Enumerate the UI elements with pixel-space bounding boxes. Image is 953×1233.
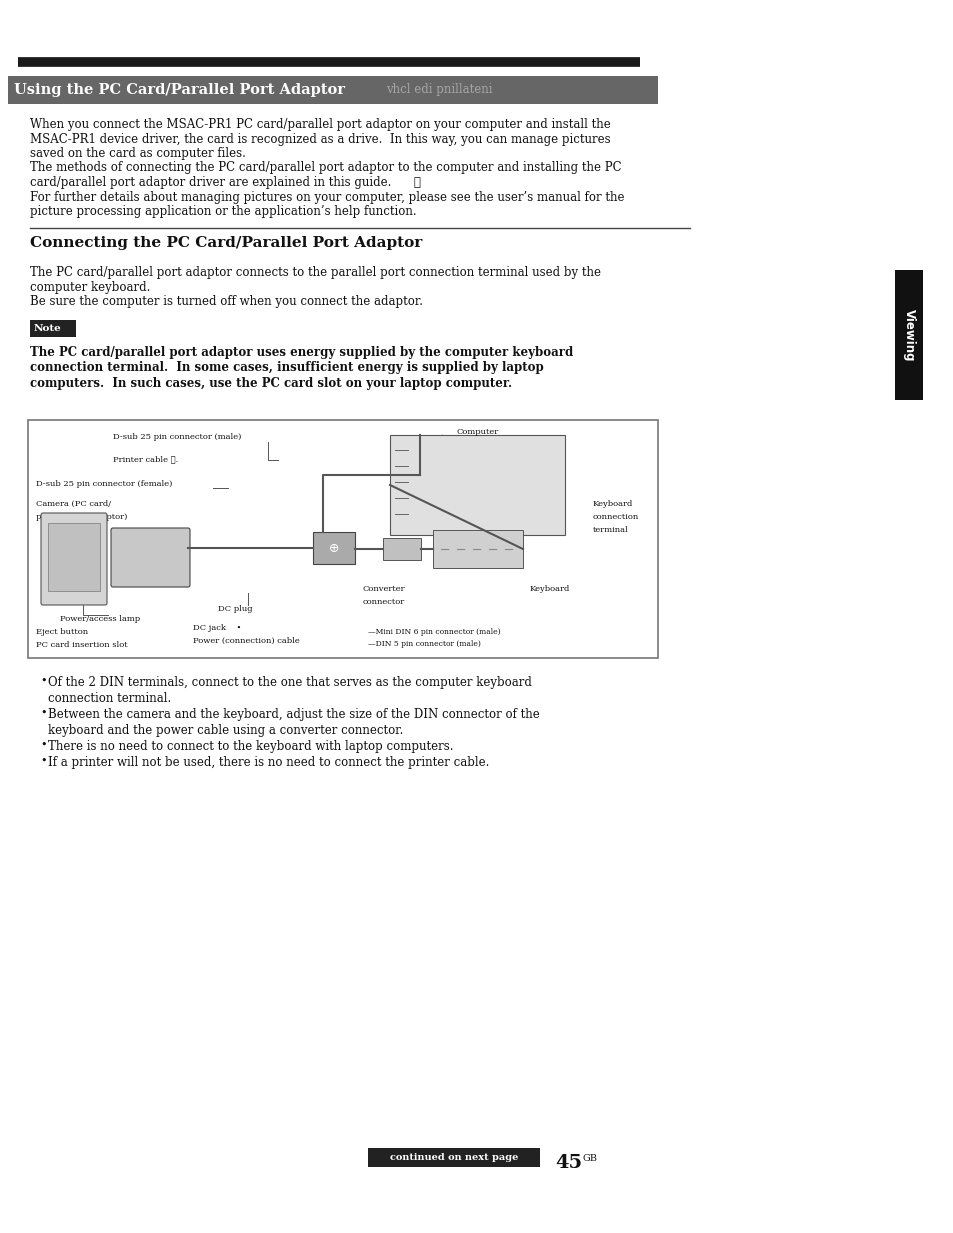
Text: D-sub 25 pin connector (female): D-sub 25 pin connector (female) (36, 480, 172, 488)
Text: Between the camera and the keyboard, adjust the size of the DIN connector of the: Between the camera and the keyboard, adj… (48, 708, 539, 721)
Bar (48, 523, 100, 591)
Text: —DIN 5 pin connector (male): —DIN 5 pin connector (male) (368, 640, 480, 649)
Text: Of the 2 DIN terminals, connect to the one that serves as the computer keyboard: Of the 2 DIN terminals, connect to the o… (48, 676, 532, 689)
Bar (433, 530, 522, 568)
Text: Camera (PC card/: Camera (PC card/ (36, 501, 111, 508)
Text: •: • (40, 756, 47, 766)
Text: Keyboard: Keyboard (593, 501, 633, 508)
Bar (382, 538, 420, 560)
Text: The PC card/parallel port adaptor connects to the parallel port connection termi: The PC card/parallel port adaptor connec… (30, 266, 600, 279)
Text: •: • (40, 740, 47, 750)
Text: keyboard and the power cable using a converter connector.: keyboard and the power cable using a con… (48, 724, 403, 737)
Text: vhcl edi pnillateni: vhcl edi pnillateni (386, 84, 492, 96)
Bar (313, 531, 355, 563)
Text: Using the PC Card/Parallel Port Adaptor: Using the PC Card/Parallel Port Adaptor (14, 83, 345, 97)
Text: continued on next page: continued on next page (390, 1153, 517, 1161)
Text: MSAC-PR1 device driver, the card is recognized as a drive.  In this way, you can: MSAC-PR1 device driver, the card is reco… (30, 132, 610, 145)
Text: Viewing: Viewing (902, 308, 915, 361)
Text: When you connect the MSAC-PR1 PC card/parallel port adaptor on your computer and: When you connect the MSAC-PR1 PC card/pa… (30, 118, 610, 131)
Text: connection terminal.: connection terminal. (48, 692, 172, 705)
Text: ⊕: ⊕ (329, 541, 339, 555)
Text: There is no need to connect to the keyboard with laptop computers.: There is no need to connect to the keybo… (48, 740, 453, 753)
Text: Computer: Computer (456, 428, 498, 436)
Text: Printer cable ℓ.: Printer cable ℓ. (112, 455, 178, 464)
Text: terminal: terminal (593, 526, 628, 534)
Text: GB: GB (582, 1154, 598, 1163)
Text: connection terminal.  In some cases, insufficient energy is supplied by laptop: connection terminal. In some cases, insu… (30, 361, 543, 375)
Text: Eject button: Eject button (36, 628, 88, 636)
Text: computers.  In such cases, use the PC card slot on your laptop computer.: computers. In such cases, use the PC car… (30, 377, 512, 390)
Text: The PC card/parallel port adaptor uses energy supplied by the computer keyboard: The PC card/parallel port adaptor uses e… (30, 346, 573, 359)
Text: —Mini DIN 6 pin connector (male): —Mini DIN 6 pin connector (male) (368, 628, 500, 636)
Bar (390, 435, 564, 535)
Bar (28, 420, 658, 658)
Text: D-sub 25 pin connector (male): D-sub 25 pin connector (male) (112, 433, 241, 441)
Text: If a printer will not be used, there is no need to connect the printer cable.: If a printer will not be used, there is … (48, 756, 489, 769)
Text: Power/access lamp: Power/access lamp (60, 615, 140, 623)
Text: DC jack    •: DC jack • (193, 624, 241, 633)
Text: saved on the card as computer files.: saved on the card as computer files. (30, 147, 246, 160)
Text: card/parallel port adaptor driver are explained in this guide.      ✓: card/parallel port adaptor driver are ex… (30, 176, 420, 189)
FancyBboxPatch shape (41, 513, 107, 605)
Bar (894, 270, 923, 399)
Text: •: • (40, 676, 47, 686)
Text: parallel port adaptor): parallel port adaptor) (36, 513, 128, 522)
Text: For further details about managing pictures on your computer, please see the use: For further details about managing pictu… (30, 191, 624, 203)
Text: Power (connection) cable: Power (connection) cable (193, 637, 299, 645)
Text: Connecting the PC Card/Parallel Port Adaptor: Connecting the PC Card/Parallel Port Ada… (30, 236, 422, 250)
Text: DC plug: DC plug (218, 605, 253, 613)
FancyBboxPatch shape (111, 528, 190, 587)
Text: Note: Note (34, 324, 62, 333)
Text: PC card insertion slot: PC card insertion slot (36, 641, 128, 649)
Bar (8, 76, 658, 104)
Text: connector: connector (363, 598, 405, 605)
Text: Be sure the computer is turned off when you connect the adaptor.: Be sure the computer is turned off when … (30, 295, 422, 308)
Text: computer keyboard.: computer keyboard. (30, 280, 151, 293)
Text: 45: 45 (555, 1154, 581, 1173)
Text: connection: connection (593, 513, 639, 522)
Text: Keyboard: Keyboard (530, 584, 570, 593)
Bar (30, 321, 76, 337)
Text: •: • (40, 708, 47, 718)
Text: Converter: Converter (363, 584, 405, 593)
Text: The methods of connecting the PC card/parallel port adaptor to the computer and : The methods of connecting the PC card/pa… (30, 162, 621, 175)
Text: picture processing application or the application’s help function.: picture processing application or the ap… (30, 205, 416, 218)
Bar (368, 1148, 539, 1166)
